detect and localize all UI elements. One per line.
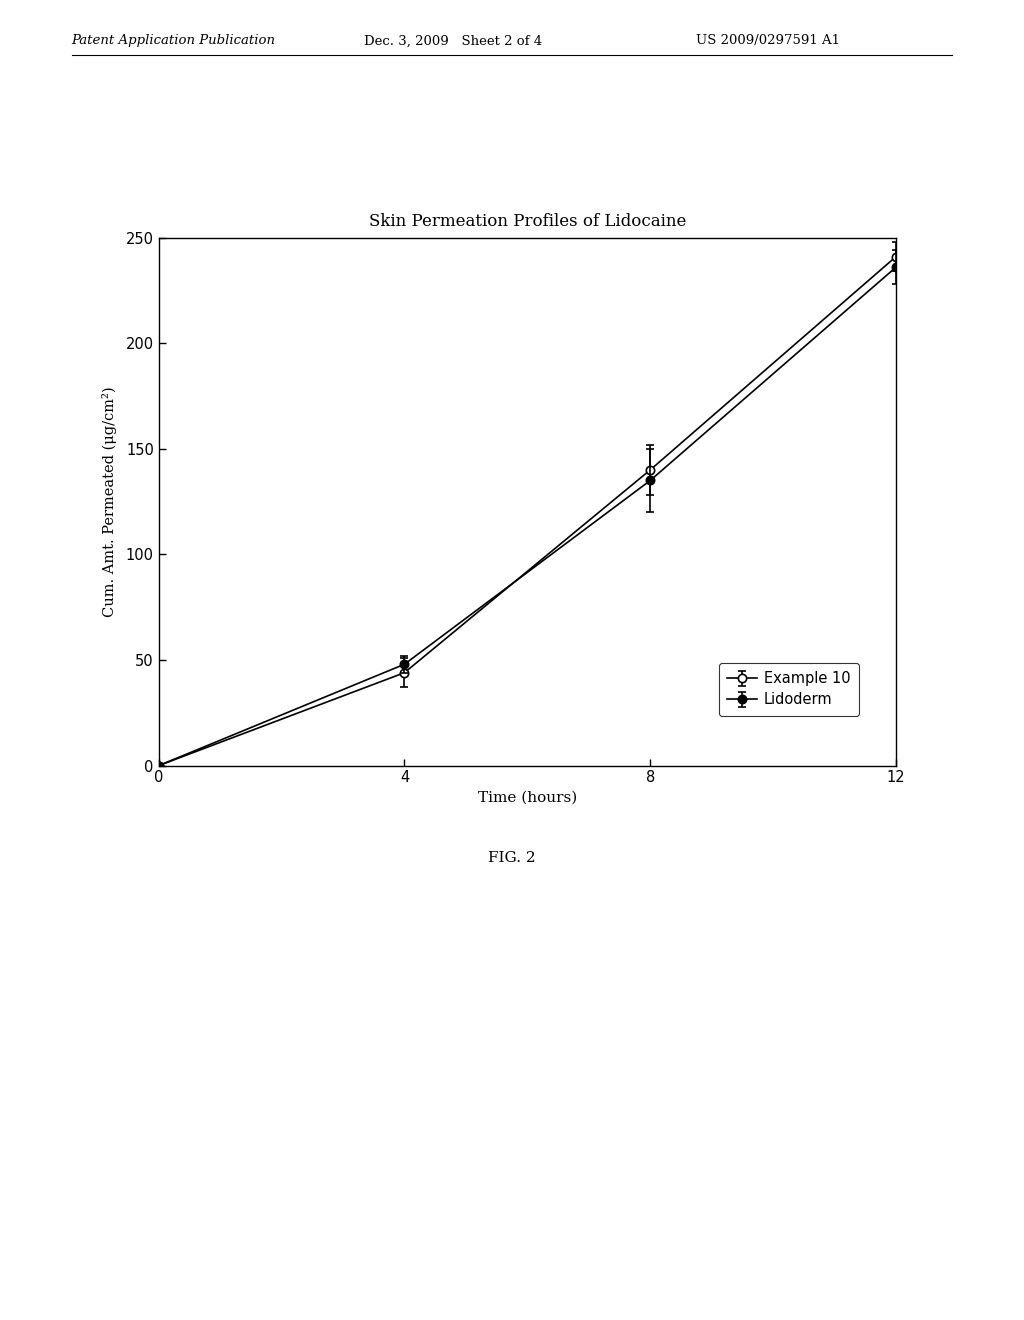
Text: Patent Application Publication: Patent Application Publication [72,34,275,48]
Legend: Example 10, Lidoderm: Example 10, Lidoderm [719,663,859,715]
Text: Dec. 3, 2009   Sheet 2 of 4: Dec. 3, 2009 Sheet 2 of 4 [364,34,542,48]
Text: FIG. 2: FIG. 2 [488,851,536,866]
X-axis label: Time (hours): Time (hours) [478,791,577,805]
Text: US 2009/0297591 A1: US 2009/0297591 A1 [696,34,841,48]
Y-axis label: Cum. Amt. Permeated (μg/cm²): Cum. Amt. Permeated (μg/cm²) [102,387,118,616]
Title: Skin Permeation Profiles of Lidocaine: Skin Permeation Profiles of Lidocaine [369,214,686,231]
